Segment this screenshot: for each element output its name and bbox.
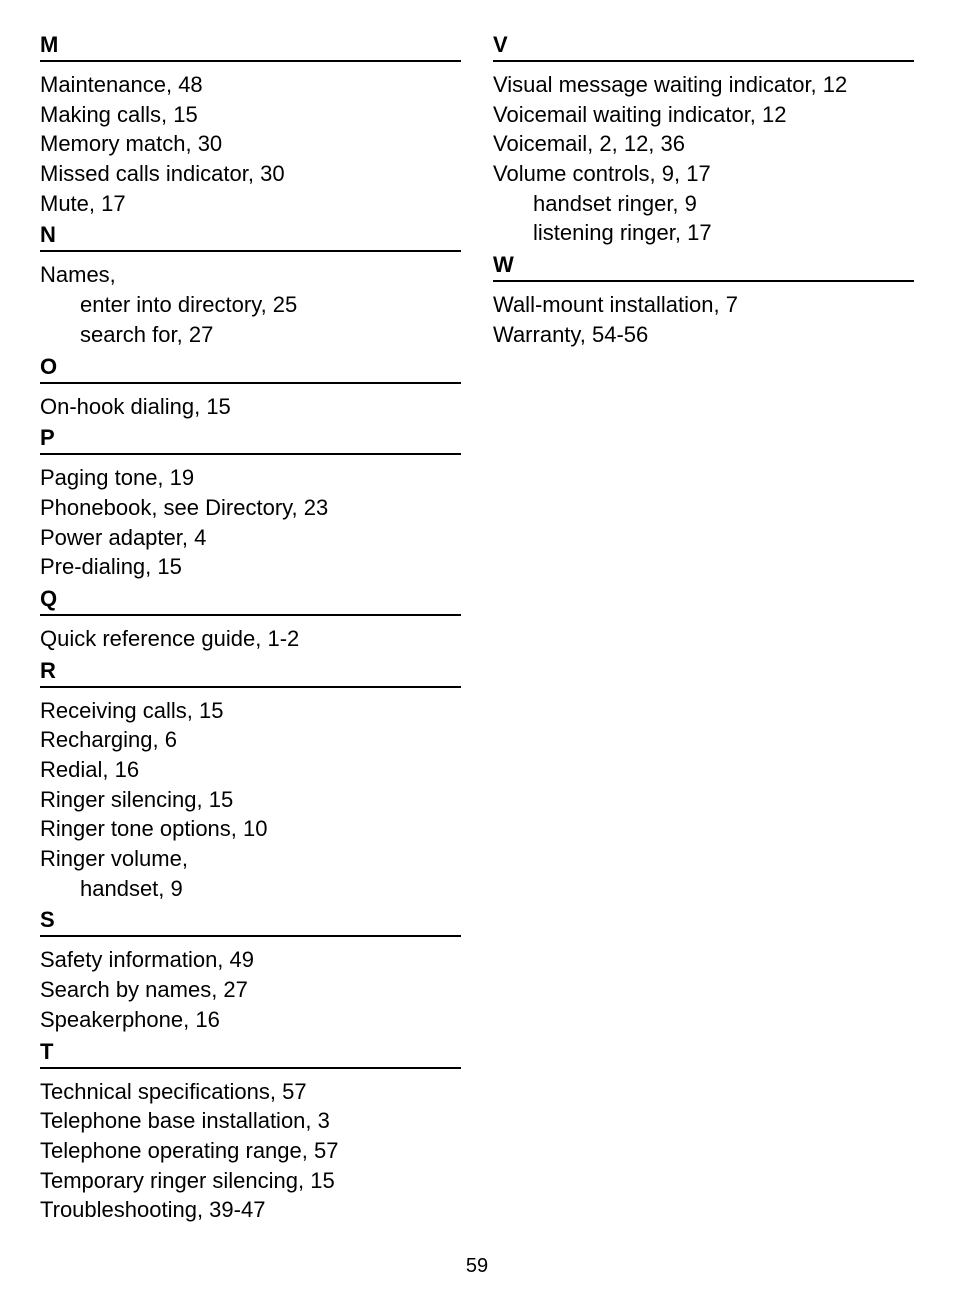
index-sub-entry: handset ringer, 9 [493,189,914,219]
section-letter: T [40,1039,461,1069]
page-number: 59 [0,1255,954,1278]
left-column: M Maintenance, 48Making calls, 15Memory m… [40,30,461,1229]
section-entries: Wall-mount installation, 7Warranty, 54-5… [493,290,914,349]
section-entries: Quick reference guide, 1-2 [40,624,461,654]
index-entry: Maintenance, 48 [40,70,461,100]
index-entry: Visual message waiting indicator, 12 [493,70,914,100]
section-entries: On-hook dialing, 15 [40,392,461,422]
index-sub-entry: handset, 9 [40,874,461,904]
section-entries: Safety information, 49Search by names, 2… [40,945,461,1034]
section-letter: S [40,907,461,937]
index-entry: Missed calls indicator, 30 [40,159,461,189]
index-entry: Wall-mount installation, 7 [493,290,914,320]
index-entry: Paging tone, 19 [40,463,461,493]
section-entries: Names,enter into directory, 25search for… [40,260,461,349]
section-entries: Maintenance, 48Making calls, 15Memory ma… [40,70,461,218]
section-letter: W [493,252,914,282]
section-letter: R [40,658,461,688]
index-sub-entry: enter into directory, 25 [40,290,461,320]
section-letter: N [40,222,461,252]
index-entry: Speakerphone, 16 [40,1005,461,1035]
section-entries: Receiving calls, 15Recharging, 6Redial, … [40,696,461,904]
right-column: VVisual message waiting indicator, 12Voi… [493,30,914,1229]
index-entry: Phonebook, see Directory, 23 [40,493,461,523]
section-entries: Technical specifications, 57Telephone ba… [40,1077,461,1225]
index-entry: Power adapter, 4 [40,523,461,553]
index-entry: Warranty, 54-56 [493,320,914,350]
index-entry: Telephone base installation, 3 [40,1106,461,1136]
index-entry: Technical specifications, 57 [40,1077,461,1107]
index-entry: Making calls, 15 [40,100,461,130]
index-entry: Mute, 17 [40,189,461,219]
section-letter: Q [40,586,461,616]
index-entry: Ringer volume, [40,844,461,874]
index-entry: On-hook dialing, 15 [40,392,461,422]
section-letter: V [493,32,914,62]
index-entry: Ringer tone options, 10 [40,814,461,844]
section-letter: P [40,425,461,455]
index-entry: Memory match, 30 [40,129,461,159]
index-entry: Temporary ringer silencing, 15 [40,1166,461,1196]
index-entry: Names, [40,260,461,290]
index-entry: Safety information, 49 [40,945,461,975]
index-entry: Voicemail, 2, 12, 36 [493,129,914,159]
index-entry: Search by names, 27 [40,975,461,1005]
index-entry: Volume controls, 9, 17 [493,159,914,189]
index-sub-entry: listening ringer, 17 [493,218,914,248]
section-letter: M [40,32,461,62]
section-letter: O [40,354,461,384]
index-entry: Recharging, 6 [40,725,461,755]
index-entry: Quick reference guide, 1-2 [40,624,461,654]
index-entry: Receiving calls, 15 [40,696,461,726]
index-entry: Troubleshooting, 39-47 [40,1195,461,1225]
index-entry: Voicemail waiting indicator, 12 [493,100,914,130]
section-entries: Paging tone, 19Phonebook, see Directory,… [40,463,461,582]
index-entry: Telephone operating range, 57 [40,1136,461,1166]
index-columns: M Maintenance, 48Making calls, 15Memory m… [40,30,914,1229]
index-entry: Redial, 16 [40,755,461,785]
index-entry: Pre-dialing, 15 [40,552,461,582]
index-entry: Ringer silencing, 15 [40,785,461,815]
index-sub-entry: search for, 27 [40,320,461,350]
section-entries: Visual message waiting indicator, 12Voic… [493,70,914,248]
